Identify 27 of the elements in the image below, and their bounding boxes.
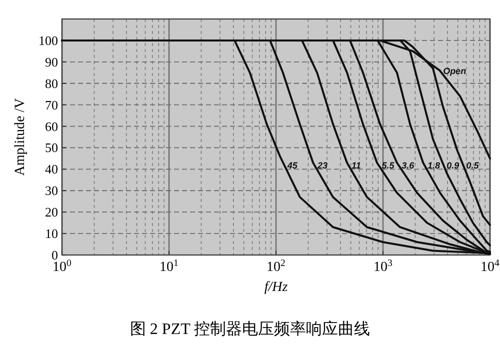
x-tick-label: 10$^{3}$: [374, 258, 393, 275]
y-tick-label: 80: [45, 76, 58, 91]
y-tick-label: 50: [45, 140, 58, 156]
y-tick-label: 90: [45, 54, 58, 70]
x-axis-title: f/Hz: [264, 280, 288, 295]
series-label: 23: [316, 160, 328, 170]
y-axis-title: Amplitude /V: [13, 98, 28, 176]
x-tick-label: 10$^{4}$: [480, 258, 500, 275]
text: 图 2 PZT 控制器电压频率响应曲线: [130, 320, 370, 338]
y-tick-label: 60: [45, 118, 58, 134]
y-tick-label: 10: [45, 226, 58, 242]
series-label: 1.8: [428, 160, 440, 170]
series-label: 5.5: [382, 160, 396, 170]
y-tick-label: 70: [45, 97, 58, 112]
y-tick-label: 100: [38, 32, 58, 48]
series-label: 0.5: [466, 160, 480, 170]
y-tick-label: 20: [45, 204, 58, 220]
x-tick-label: 10$^{2}$: [266, 258, 286, 275]
series-label: 11: [352, 160, 361, 170]
series-label: 45: [286, 160, 298, 170]
series-label: 3.6: [402, 160, 416, 170]
y-tick-label: 0: [52, 248, 58, 262]
y-tick-label: 40: [45, 162, 58, 177]
x-tick-label: 10$^{1}$: [160, 258, 179, 275]
series-label: 0.9: [446, 160, 460, 170]
series-label: Open: [443, 66, 467, 76]
y-tick-label: 30: [45, 183, 58, 198]
